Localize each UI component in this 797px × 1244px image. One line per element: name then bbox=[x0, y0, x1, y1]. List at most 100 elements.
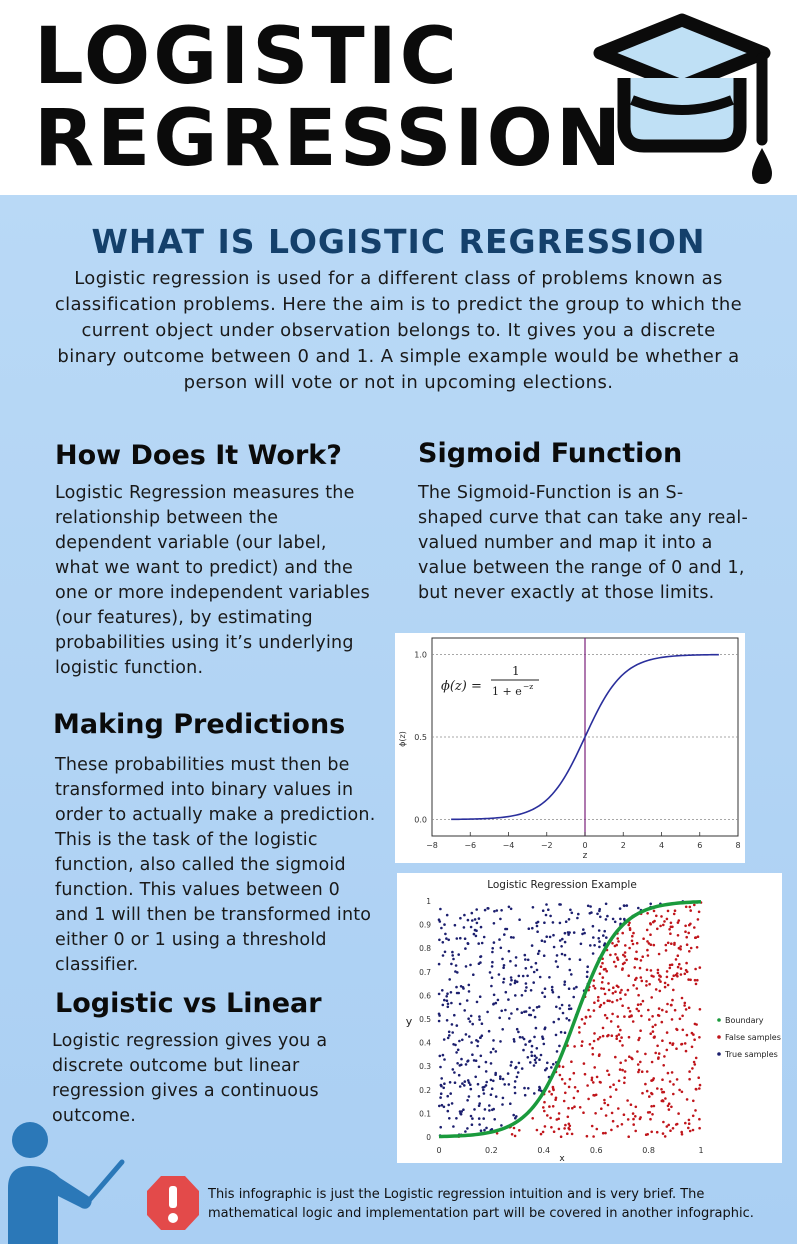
true-sample-point bbox=[471, 919, 474, 922]
false-sample-point bbox=[691, 1128, 695, 1132]
sigmoid-ytick-label: 1.0 bbox=[414, 651, 427, 660]
false-sample-point bbox=[675, 972, 679, 975]
true-sample-point bbox=[461, 1082, 464, 1085]
true-sample-point bbox=[501, 1028, 504, 1031]
true-sample-point bbox=[490, 1128, 494, 1131]
true-sample-point bbox=[557, 995, 561, 999]
true-sample-point bbox=[484, 1060, 488, 1064]
true-sample-point bbox=[560, 1003, 564, 1007]
sigmoid-chart: −8 −6 −4 −2 0 2 4 6 8 0.0 0.5 1.0 z ϕ(z) ϕ(z) = 1 … bbox=[395, 633, 745, 863]
false-sample-point bbox=[571, 1106, 574, 1110]
false-sample-point bbox=[611, 1000, 614, 1004]
true-sample-point bbox=[451, 954, 454, 957]
true-sample-point bbox=[477, 917, 481, 920]
false-sample-point bbox=[693, 1038, 696, 1041]
true-sample-point bbox=[503, 1083, 506, 1086]
true-sample-point bbox=[457, 1073, 461, 1077]
false-sample-point bbox=[627, 923, 630, 927]
true-sample-point bbox=[480, 1034, 484, 1037]
true-sample-point bbox=[482, 935, 486, 939]
true-sample-point bbox=[494, 1071, 497, 1075]
false-sample-point bbox=[603, 1098, 606, 1102]
scatter-xtick-label: 0 bbox=[436, 1146, 441, 1155]
true-sample-point bbox=[446, 1109, 450, 1113]
true-sample-point bbox=[479, 1054, 483, 1058]
true-sample-point bbox=[439, 1125, 442, 1129]
false-sample-point bbox=[645, 928, 649, 932]
false-sample-point bbox=[611, 1119, 615, 1123]
false-sample-point bbox=[595, 1127, 599, 1131]
true-sample-point bbox=[561, 1011, 565, 1015]
false-sample-point bbox=[567, 1106, 570, 1110]
false-sample-point bbox=[680, 1042, 684, 1046]
false-sample-point bbox=[573, 1105, 576, 1108]
false-sample-point bbox=[631, 942, 635, 946]
false-sample-point bbox=[641, 955, 644, 958]
false-sample-point bbox=[664, 943, 668, 947]
false-sample-point bbox=[665, 975, 669, 979]
false-sample-point bbox=[584, 1016, 588, 1019]
true-sample-point bbox=[545, 1067, 548, 1070]
true-sample-point bbox=[487, 1029, 491, 1033]
false-sample-point bbox=[623, 1081, 626, 1085]
true-sample-point bbox=[437, 1019, 441, 1023]
false-sample-point bbox=[655, 914, 658, 918]
true-sample-point bbox=[454, 970, 457, 973]
true-sample-point bbox=[508, 1017, 511, 1020]
false-sample-point bbox=[645, 980, 648, 983]
false-sample-point bbox=[670, 977, 674, 981]
true-sample-point bbox=[493, 1118, 496, 1121]
false-sample-point bbox=[679, 973, 683, 976]
false-sample-point bbox=[674, 958, 678, 961]
true-sample-point bbox=[465, 999, 469, 1002]
false-sample-point bbox=[601, 976, 605, 979]
sigmoid-xtick-label: −6 bbox=[464, 841, 476, 850]
true-sample-point bbox=[443, 923, 446, 926]
false-sample-point bbox=[689, 946, 693, 950]
true-sample-point bbox=[514, 1066, 517, 1070]
true-sample-point bbox=[550, 1066, 553, 1069]
false-sample-point bbox=[646, 954, 650, 957]
true-sample-point bbox=[475, 1039, 478, 1042]
true-sample-point bbox=[456, 1048, 460, 1052]
true-sample-point bbox=[469, 925, 473, 929]
scatter-ytick-label: 0.8 bbox=[419, 944, 431, 953]
false-sample-point bbox=[685, 943, 689, 946]
true-sample-point bbox=[447, 1030, 451, 1034]
false-sample-point bbox=[678, 1088, 681, 1092]
false-sample-point bbox=[639, 976, 643, 979]
false-sample-point bbox=[652, 909, 656, 913]
true-sample-point bbox=[613, 920, 617, 924]
true-sample-point bbox=[564, 920, 568, 923]
true-sample-point bbox=[447, 938, 450, 942]
true-sample-point bbox=[538, 1058, 541, 1061]
true-sample-point bbox=[489, 1062, 493, 1065]
true-sample-point bbox=[459, 1112, 463, 1116]
true-sample-point bbox=[509, 907, 513, 911]
true-sample-point bbox=[448, 1117, 451, 1120]
true-sample-point bbox=[528, 1013, 531, 1017]
false-sample-point bbox=[616, 937, 619, 940]
false-sample-point bbox=[649, 1117, 652, 1121]
false-sample-point bbox=[650, 1105, 653, 1108]
false-sample-point bbox=[652, 943, 656, 947]
true-sample-point bbox=[483, 1128, 486, 1132]
false-sample-point bbox=[651, 1025, 655, 1029]
true-sample-point bbox=[554, 960, 558, 963]
false-sample-point bbox=[647, 1008, 650, 1012]
false-sample-point bbox=[619, 1061, 622, 1065]
false-sample-point bbox=[627, 974, 630, 977]
true-sample-point bbox=[537, 1088, 541, 1092]
true-sample-point bbox=[546, 1061, 549, 1065]
false-sample-point bbox=[615, 999, 619, 1002]
false-sample-point bbox=[535, 1128, 539, 1132]
false-sample-point bbox=[618, 1039, 622, 1043]
false-sample-point bbox=[684, 968, 688, 972]
false-sample-point bbox=[563, 1082, 567, 1085]
false-sample-point bbox=[592, 1009, 596, 1012]
false-sample-point bbox=[593, 1032, 596, 1035]
sigmoid-ytick-label: 0.0 bbox=[414, 816, 427, 825]
false-sample-point bbox=[588, 1015, 592, 1018]
false-sample-point bbox=[656, 971, 660, 975]
false-sample-point bbox=[698, 1126, 701, 1130]
